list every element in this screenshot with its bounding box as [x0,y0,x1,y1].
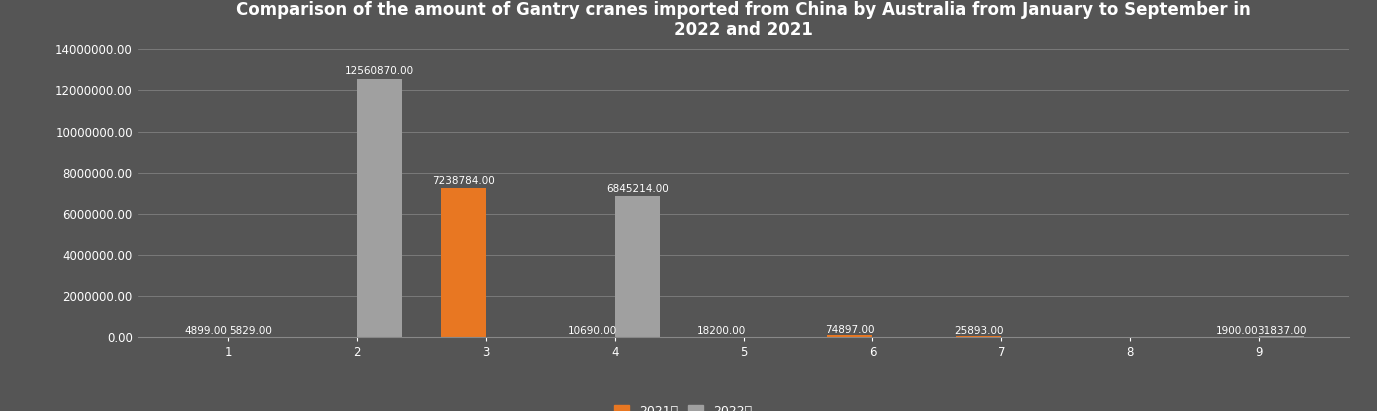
Bar [441,188,486,337]
Text: 12560870.00: 12560870.00 [344,67,414,76]
Text: 18200.00: 18200.00 [697,326,746,336]
Text: 5829.00: 5829.00 [229,326,271,336]
Text: 1900.00: 1900.00 [1216,326,1259,336]
Text: 4899.00: 4899.00 [185,326,227,336]
Bar [357,79,402,337]
Text: 6845214.00: 6845214.00 [606,184,669,194]
Text: 31837.00: 31837.00 [1257,326,1307,336]
Text: 74897.00: 74897.00 [825,325,874,335]
Legend: 2021年, 2022年: 2021年, 2022年 [609,400,757,411]
Text: 7238784.00: 7238784.00 [432,176,494,186]
Title: Comparison of the amount of Gantry cranes imported from China by Australia from : Comparison of the amount of Gantry crane… [237,1,1250,39]
Bar [828,335,873,337]
Bar [614,196,660,337]
Bar [1259,336,1304,337]
Text: 10690.00: 10690.00 [567,326,617,336]
Text: 25893.00: 25893.00 [954,326,1004,336]
